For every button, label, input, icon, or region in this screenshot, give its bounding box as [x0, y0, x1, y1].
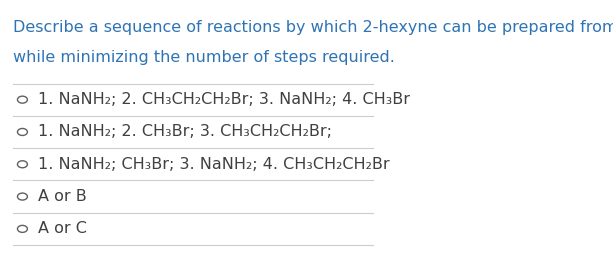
Text: Describe a sequence of reactions by which 2-hexyne can be prepared from acetylen: Describe a sequence of reactions by whic… — [13, 20, 613, 35]
Text: A or B: A or B — [38, 189, 86, 204]
Text: 1. NaNH₂; 2. CH₃CH₂CH₂Br; 3. NaNH₂; 4. CH₃Br: 1. NaNH₂; 2. CH₃CH₂CH₂Br; 3. NaNH₂; 4. C… — [38, 92, 409, 107]
Text: A or C: A or C — [38, 221, 86, 236]
Text: 1. NaNH₂; 2. CH₃Br; 3. CH₃CH₂CH₂Br;: 1. NaNH₂; 2. CH₃Br; 3. CH₃CH₂CH₂Br; — [38, 125, 332, 140]
Text: 1. NaNH₂; CH₃Br; 3. NaNH₂; 4. CH₃CH₂CH₂Br: 1. NaNH₂; CH₃Br; 3. NaNH₂; 4. CH₃CH₂CH₂B… — [38, 157, 389, 172]
Text: while minimizing the number of steps required.: while minimizing the number of steps req… — [13, 50, 395, 65]
